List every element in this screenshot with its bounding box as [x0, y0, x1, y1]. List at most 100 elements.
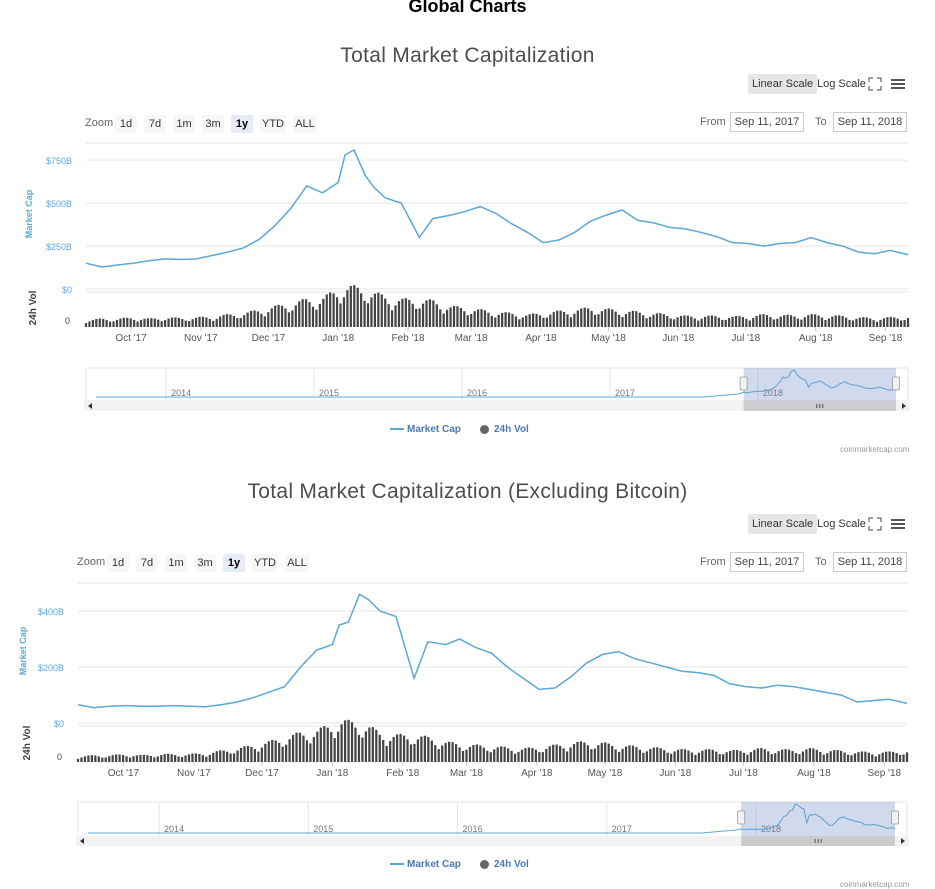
zoom-1m-button[interactable]: 1m: [165, 554, 187, 572]
volume-bar: [843, 752, 846, 762]
zoom-all-button[interactable]: ALL: [293, 115, 317, 133]
linear-scale-button[interactable]: Linear Scale: [748, 514, 818, 534]
volume-bar: [635, 747, 638, 762]
volume-bar: [693, 318, 696, 327]
volume-bar: [163, 320, 167, 327]
volume-bar: [531, 313, 535, 327]
navigator-handle-left[interactable]: [739, 376, 748, 391]
menu-icon[interactable]: [890, 77, 908, 95]
zoom-7d-button[interactable]: 7d: [144, 115, 166, 133]
fullscreen-icon[interactable]: [868, 517, 886, 535]
volume-bar: [160, 321, 163, 327]
page-title: Global Charts: [408, 0, 527, 16]
zoom-1d-button[interactable]: 1d: [107, 554, 129, 572]
volume-bar: [298, 301, 301, 327]
volume-bar: [364, 731, 368, 762]
credit-link[interactable]: coinmarketcap.com: [840, 445, 910, 454]
volume-bar: [95, 319, 98, 327]
scrollbar-track[interactable]: [76, 836, 909, 846]
scroll-left-icon[interactable]: [88, 403, 92, 409]
volume-bar: [281, 746, 284, 762]
volume-bar: [454, 744, 458, 762]
zoom-1y-button[interactable]: 1y: [231, 115, 253, 133]
x-tick-label: May '18: [588, 768, 623, 779]
volume-bar: [770, 753, 773, 762]
volume-bar: [611, 309, 614, 327]
volume-bar: [857, 752, 860, 762]
zoom-3m-button[interactable]: 3m: [202, 115, 224, 133]
navigator-selection[interactable]: [743, 368, 896, 401]
volume-bar: [628, 311, 631, 327]
volume-bar: [871, 754, 874, 762]
navigator-handle-left[interactable]: [737, 810, 746, 825]
credit-link[interactable]: coinmarketcap.com: [840, 880, 910, 889]
legend-market-cap[interactable]: Market Cap: [390, 859, 461, 870]
scroll-right-icon[interactable]: [901, 838, 905, 844]
zoom-3m-button[interactable]: 3m: [194, 554, 216, 572]
volume-bar: [119, 318, 122, 327]
volume-bar: [525, 315, 528, 327]
volume-bar: [153, 318, 156, 327]
volume-bar: [562, 311, 566, 327]
from-date-input[interactable]: Sep 11, 2017: [730, 552, 804, 572]
navigator-handle-right[interactable]: [892, 376, 900, 391]
navigator-handle-right[interactable]: [891, 810, 899, 825]
volume-bar: [669, 318, 672, 327]
zoom-1d-button[interactable]: 1d: [115, 115, 137, 133]
log-scale-button[interactable]: Log Scale: [817, 518, 866, 530]
volume-bar: [493, 749, 496, 762]
legend-24h-vol[interactable]: 24h Vol: [480, 859, 529, 870]
volume-bar: [805, 749, 808, 762]
zoom-ytd-button[interactable]: YTD: [252, 554, 278, 572]
volume-bar: [408, 299, 411, 327]
volume-bar: [586, 745, 590, 762]
volume-bar: [827, 318, 831, 327]
volume-bar: [174, 317, 177, 327]
fullscreen-icon[interactable]: [868, 77, 886, 95]
volume-bar: [791, 751, 794, 762]
zoom-7d-button[interactable]: 7d: [136, 554, 158, 572]
market-cap-line[interactable]: [77, 593, 908, 709]
zoom-1m-button[interactable]: 1m: [173, 115, 195, 133]
volume-bar: [777, 751, 780, 762]
to-date-input[interactable]: Sep 11, 2018: [833, 112, 907, 132]
volume-bar: [312, 737, 315, 762]
volume-bar: [157, 319, 160, 327]
volume-bar: [139, 754, 142, 762]
volume-bar: [330, 732, 333, 762]
volume-bar: [91, 320, 94, 327]
volume-bar: [205, 756, 208, 762]
zoom-1y-button[interactable]: 1y: [223, 554, 245, 572]
volume-bar: [755, 315, 758, 327]
volume-bar: [524, 748, 527, 762]
volume-bar: [583, 742, 586, 762]
volume-bar: [867, 752, 870, 762]
linear-scale-button[interactable]: Linear Scale: [748, 74, 818, 94]
navigator-year-label: 2017: [612, 824, 632, 834]
volume-bar: [728, 318, 731, 327]
scroll-left-icon[interactable]: [80, 838, 84, 844]
volume-bar: [468, 746, 472, 762]
volume-bar: [470, 313, 473, 327]
volume-bar: [264, 743, 267, 762]
zoom-ytd-button[interactable]: YTD: [260, 115, 286, 133]
volume-bar: [198, 753, 201, 762]
log-scale-button[interactable]: Log Scale: [817, 78, 866, 90]
volume-bar: [826, 753, 829, 762]
volume-bar: [198, 316, 201, 327]
scrollbar-track[interactable]: [84, 401, 910, 411]
navigator-selection[interactable]: [741, 802, 895, 837]
volume-bar: [659, 748, 662, 762]
volume-bar: [343, 720, 347, 762]
from-date-input[interactable]: Sep 11, 2017: [730, 112, 804, 132]
zoom-all-button[interactable]: ALL: [285, 554, 309, 572]
volume-bar: [479, 745, 482, 762]
to-date-input[interactable]: Sep 11, 2018: [833, 552, 907, 572]
legend-24h-vol-label: 24h Vol: [494, 859, 529, 870]
volume-bar: [769, 317, 772, 327]
legend-24h-vol[interactable]: 24h Vol: [480, 424, 529, 435]
legend-market-cap[interactable]: Market Cap: [390, 424, 461, 435]
menu-icon[interactable]: [890, 517, 908, 535]
market-cap-line[interactable]: [85, 148, 909, 268]
scroll-right-icon[interactable]: [902, 403, 906, 409]
